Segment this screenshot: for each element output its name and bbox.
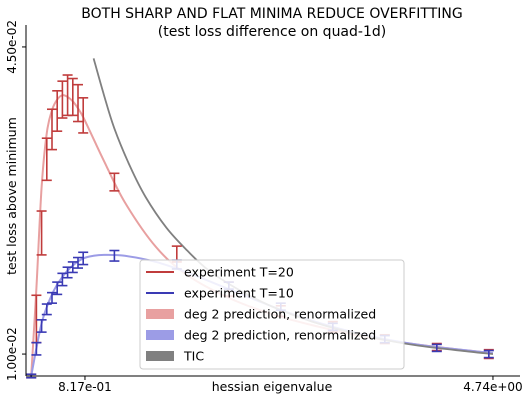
- errorbar-point: [36, 319, 47, 333]
- errorbar-point: [57, 80, 68, 119]
- x-ticks: 8.17e-01 4.74e+00: [58, 376, 523, 394]
- errorbar-point: [78, 97, 89, 134]
- errorbar-point: [67, 77, 78, 117]
- errorbar-point: [109, 172, 120, 192]
- errorbar-point: [62, 266, 73, 279]
- legend-entry-deg2-prediction-red: deg 2 prediction, renormalized: [146, 307, 376, 322]
- legend-entry-experiment-t10: experiment T=10: [146, 286, 294, 301]
- errorbar-point: [31, 341, 42, 356]
- errorbar-point: [47, 291, 57, 304]
- legend-entry-deg2-prediction-blue: deg 2 prediction, renormalized: [146, 328, 376, 343]
- errorbar-point: [41, 303, 52, 316]
- legend-label: deg 2 prediction, renormalized: [184, 307, 376, 322]
- errorbar-point: [47, 108, 57, 151]
- x-tick-label: 8.17e-01: [58, 380, 112, 394]
- errorbar-point: [431, 343, 442, 353]
- errorbar-point: [73, 256, 83, 269]
- legend-frame: [139, 259, 405, 370]
- errorbar-point: [36, 210, 47, 256]
- x-tick-label: 4.74e+00: [463, 380, 522, 394]
- errorbar-point: [41, 137, 52, 182]
- legend-entry-tic: TIC: [146, 349, 204, 364]
- y-axis-label: test loss above minimum: [4, 117, 19, 275]
- errorbar-point: [483, 349, 494, 359]
- errorbar-point: [52, 90, 63, 132]
- chart-title: BOTH SHARP AND FLAT MINIMA REDUCE OVERFI…: [81, 6, 462, 22]
- errorbar-point: [73, 83, 83, 123]
- errorbar-point: [78, 251, 89, 266]
- errorbar-point: [67, 261, 78, 274]
- legend-entry-experiment-t20: experiment T=20: [146, 265, 294, 280]
- legend-label: deg 2 prediction, renormalized: [184, 328, 376, 343]
- chart-subtitle: (test loss difference on quad-1d): [158, 24, 386, 40]
- errorbar-point: [52, 281, 63, 296]
- legend-label: experiment T=10: [184, 286, 294, 301]
- legend-label: TIC: [183, 349, 204, 364]
- x-axis-label: hessian eigenvalue: [212, 379, 333, 394]
- errorbar-point: [57, 272, 68, 287]
- y-ticks: 1.00e-02 4.50e-02: [5, 20, 26, 381]
- errorbar-point: [109, 249, 120, 262]
- y-tick-label: 1.00e-02: [5, 327, 19, 381]
- legend-label: experiment T=20: [184, 265, 294, 280]
- legend: experiment T=20 experiment T=10 deg 2 pred…: [139, 259, 405, 370]
- y-tick-label: 4.50e-02: [5, 20, 19, 74]
